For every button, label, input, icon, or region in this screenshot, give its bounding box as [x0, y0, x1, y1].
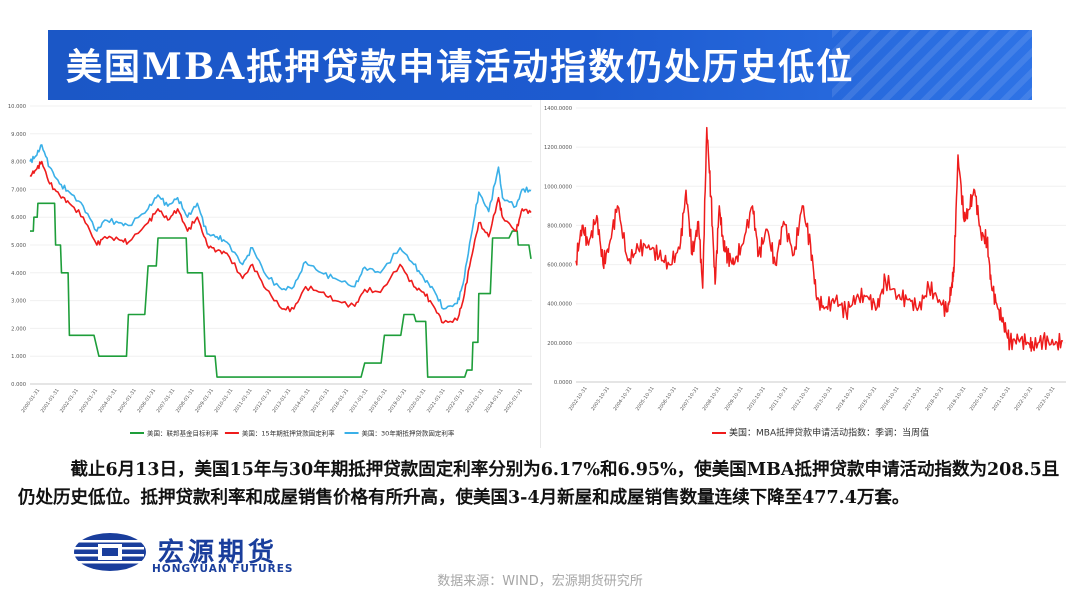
page-title: 美国MBA抵押贷款申请活动指数仍处历史低位 — [66, 46, 855, 88]
y-tick-label: 0.000 — [11, 382, 26, 388]
mba-index-chart: 0.0000 200.0000 400.0000 600.0000 800.0000 10… — [540, 100, 1072, 448]
y-tick-label: 5.000 — [11, 243, 26, 249]
banner-decoration — [832, 30, 1032, 100]
y-tick-label: 10.000 — [8, 104, 26, 110]
y-tick-label: 9.000 — [11, 132, 26, 138]
y-tick-label: 1400.0000 — [544, 106, 572, 112]
chart-left-legend: 美国：联邦基金目标利率 美国：15年期抵押贷款固定利率 美国：30年期抵押贷款固定利… — [130, 429, 455, 438]
y-tick-label: 8.000 — [11, 160, 26, 166]
y-tick-label: 400.0000 — [547, 302, 572, 308]
y-tick-label: 600.0000 — [547, 263, 572, 269]
chart-left-plot — [29, 144, 532, 378]
y-tick-label: 0.0000 — [554, 380, 572, 386]
summary-text: 截止6月13日，美国15年与30年期抵押贷款固定利率分别为6.17%和6.95%… — [18, 460, 1060, 508]
logo-name-cn: 宏源期货 — [158, 538, 279, 568]
chart-right-yaxis: 0.0000 200.0000 400.0000 600.0000 800.0000 10… — [544, 106, 1066, 386]
series-line — [29, 202, 532, 378]
y-tick-label: 1000.0000 — [544, 184, 572, 190]
y-tick-label: 2.000 — [11, 326, 26, 332]
chart-right-legend: 美国：MBA抵押贷款申请活动指数：季调：当周值 — [712, 427, 929, 439]
y-tick-label: 1200.0000 — [544, 145, 572, 151]
chart-left-background — [0, 100, 538, 448]
legend-label: 美国：30年期抵押贷款固定利率 — [362, 429, 455, 438]
legend-label: 美国：MBA抵押贷款申请活动指数：季调：当周值 — [729, 427, 929, 439]
series-line — [29, 144, 532, 310]
y-tick-label: 6.000 — [11, 215, 26, 221]
y-tick-label: 4.000 — [11, 271, 26, 277]
mortgage-rate-chart: 0.000 1.000 2.000 3.000 4.000 5.000 6.000 7.000… — [0, 100, 538, 448]
title-banner — [48, 30, 1032, 100]
chart-right-background — [540, 100, 1072, 448]
legend-label: 美国：15年期抵押贷款固定利率 — [242, 429, 335, 438]
y-tick-label: 1.000 — [11, 354, 26, 360]
logo-name-en: HONGYUAN FUTURES — [152, 563, 294, 575]
legend-label: 美国：联邦基金目标利率 — [147, 429, 219, 438]
series-line — [29, 160, 532, 324]
y-tick-label: 200.0000 — [547, 341, 572, 347]
chart-left-yaxis: 0.000 1.000 2.000 3.000 4.000 5.000 6.000 7.000… — [8, 104, 532, 388]
series-line — [575, 126, 1064, 352]
data-source: 数据来源：WIND，宏源期货研究所 — [437, 574, 643, 589]
y-tick-label: 800.0000 — [547, 223, 572, 229]
hongyuan-logo-icon — [74, 533, 146, 571]
y-tick-label: 3.000 — [11, 299, 26, 305]
y-tick-label: 7.000 — [11, 187, 26, 193]
chart-right-plot — [575, 126, 1064, 352]
